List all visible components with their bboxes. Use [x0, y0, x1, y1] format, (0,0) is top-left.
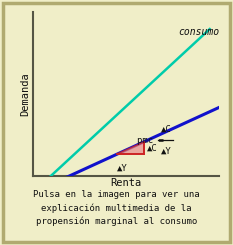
Text: consumo: consumo [178, 27, 219, 37]
Text: ▲Y: ▲Y [161, 147, 171, 156]
Text: ▲C: ▲C [147, 144, 158, 152]
Polygon shape [116, 142, 144, 154]
Text: ▲C: ▲C [161, 125, 171, 134]
Text: pmc =: pmc = [137, 136, 169, 145]
X-axis label: Renta: Renta [110, 178, 141, 188]
Text: Pulsa en la imagen para ver una
explicación multimedia de la
propensión marginal: Pulsa en la imagen para ver una explicac… [33, 190, 200, 226]
Y-axis label: Demanda: Demanda [20, 73, 30, 116]
Text: ▲Y: ▲Y [117, 163, 128, 172]
